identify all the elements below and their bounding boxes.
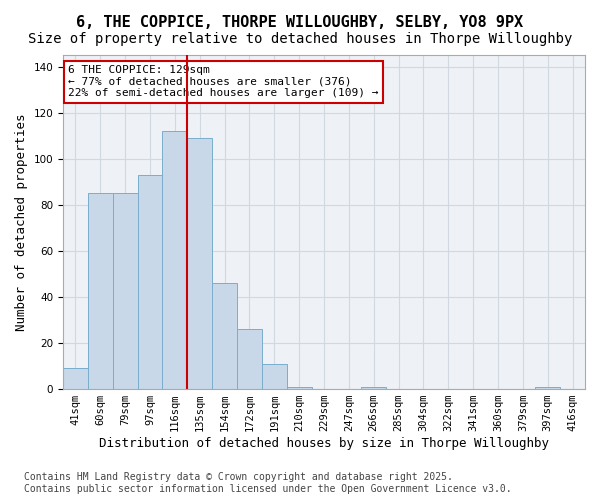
Bar — [361, 387, 386, 389]
Text: Size of property relative to detached houses in Thorpe Willoughby: Size of property relative to detached ho… — [28, 32, 572, 46]
Bar — [63, 368, 88, 389]
Bar — [212, 283, 237, 389]
Bar — [113, 193, 137, 389]
Bar — [163, 131, 187, 389]
Bar — [287, 387, 311, 389]
X-axis label: Distribution of detached houses by size in Thorpe Willoughby: Distribution of detached houses by size … — [99, 437, 549, 450]
Bar — [187, 138, 212, 389]
Y-axis label: Number of detached properties: Number of detached properties — [15, 114, 28, 331]
Bar — [137, 175, 163, 389]
Text: 6, THE COPPICE, THORPE WILLOUGHBY, SELBY, YO8 9PX: 6, THE COPPICE, THORPE WILLOUGHBY, SELBY… — [76, 15, 524, 30]
Bar — [88, 193, 113, 389]
Text: 6 THE COPPICE: 129sqm
← 77% of detached houses are smaller (376)
22% of semi-det: 6 THE COPPICE: 129sqm ← 77% of detached … — [68, 65, 379, 98]
Bar — [535, 387, 560, 389]
Bar — [237, 329, 262, 389]
Bar — [262, 364, 287, 389]
Text: Contains HM Land Registry data © Crown copyright and database right 2025.
Contai: Contains HM Land Registry data © Crown c… — [24, 472, 512, 494]
